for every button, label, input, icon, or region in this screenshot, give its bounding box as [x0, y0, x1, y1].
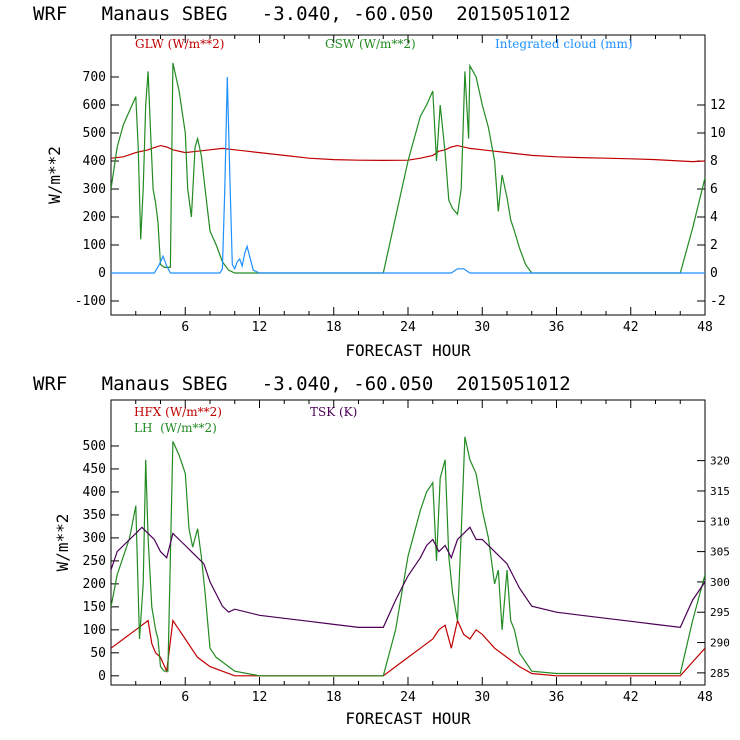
y2-tick-label: -2 [710, 294, 726, 309]
y2-tick-label: 305 [710, 546, 730, 559]
x-tick-label: 30 [474, 320, 490, 335]
y-tick-label: 400 [83, 154, 106, 169]
y2-tick-label: 320 [710, 455, 730, 468]
x-tick-label: 6 [181, 690, 189, 705]
legend-entry: Integrated cloud (mm) [495, 37, 633, 51]
y2-tick-label: 310 [710, 515, 730, 528]
chart-title: WRF Manaus SBEG -3.040, -60.050 20150510… [33, 3, 571, 25]
x-tick-label: 48 [697, 320, 713, 335]
y-tick-label: 500 [83, 439, 106, 454]
y2-tick-label: 4 [710, 210, 718, 225]
x-tick-label: 48 [697, 690, 713, 705]
y2-tick-label: 8 [710, 154, 718, 169]
x-tick-label: 6 [181, 320, 189, 335]
legend-entry: GSW (W/m**2) [325, 37, 416, 51]
y-tick-label: 350 [83, 508, 106, 523]
x-tick-label: 24 [400, 320, 416, 335]
legend-entry: HFX (W/m**2) [134, 405, 222, 419]
y2-tick-label: 285 [710, 667, 730, 680]
y-tick-label: 50 [90, 646, 106, 661]
chart-panel-1: WRF Manaus SBEG -3.040, -60.050 20150510… [33, 3, 726, 360]
x-tick-label: 36 [549, 690, 565, 705]
x-axis-label: FORECAST HOUR [345, 341, 471, 360]
chart-panel-2: WRF Manaus SBEG -3.040, -60.050 20150510… [33, 373, 730, 728]
y-axis-label: W/m**2 [53, 514, 72, 572]
y-tick-label: 300 [83, 531, 106, 546]
x-axis-label: FORECAST HOUR [345, 709, 471, 728]
y2-tick-label: 2 [710, 238, 718, 253]
x-tick-label: 18 [326, 320, 342, 335]
y-tick-label: 0 [98, 266, 106, 281]
y-tick-label: 100 [83, 623, 106, 638]
y2-tick-label: 12 [710, 98, 726, 113]
legend-entry: TSK (K) [310, 405, 357, 419]
series-line-tsk [111, 526, 705, 629]
legend-entry: GLW (W/m**2) [135, 37, 224, 51]
y-tick-label: 0 [98, 669, 106, 684]
y2-tick-label: 295 [710, 606, 730, 619]
y-tick-label: 150 [83, 600, 106, 615]
y-tick-label: 600 [83, 98, 106, 113]
x-tick-label: 18 [326, 690, 342, 705]
y2-tick-label: 10 [710, 126, 726, 141]
y2-tick-label: 315 [710, 485, 730, 498]
series-line-integrated [111, 76, 705, 274]
y2-tick-label: 6 [710, 182, 718, 197]
y-tick-label: -100 [75, 294, 106, 309]
x-tick-label: 12 [252, 690, 268, 705]
series-line-gsw [111, 62, 705, 274]
y-tick-label: 700 [83, 70, 106, 85]
x-tick-label: 36 [549, 320, 565, 335]
plot-frame [110, 399, 706, 686]
y-axis-label: W/m**2 [45, 146, 64, 204]
y2-tick-label: 300 [710, 576, 730, 589]
x-tick-label: 30 [474, 690, 490, 705]
x-tick-label: 12 [252, 320, 268, 335]
x-tick-label: 42 [623, 320, 639, 335]
y2-tick-label: 290 [710, 637, 730, 650]
y-tick-label: 300 [83, 182, 106, 197]
y-tick-label: 250 [83, 554, 106, 569]
chart-title: WRF Manaus SBEG -3.040, -60.050 20150510… [33, 373, 571, 395]
y-tick-label: 400 [83, 485, 106, 500]
y-tick-label: 100 [83, 238, 106, 253]
y-tick-label: 200 [83, 210, 106, 225]
legend-entry: LH (W/m**2) [134, 421, 217, 435]
y-tick-label: 450 [83, 462, 106, 477]
y2-tick-label: 0 [710, 266, 718, 281]
x-tick-label: 42 [623, 690, 639, 705]
series-line-lh [111, 436, 705, 677]
y-tick-label: 500 [83, 126, 106, 141]
y-tick-label: 200 [83, 577, 106, 592]
series-line-hfx [111, 618, 705, 677]
x-tick-label: 24 [400, 690, 416, 705]
